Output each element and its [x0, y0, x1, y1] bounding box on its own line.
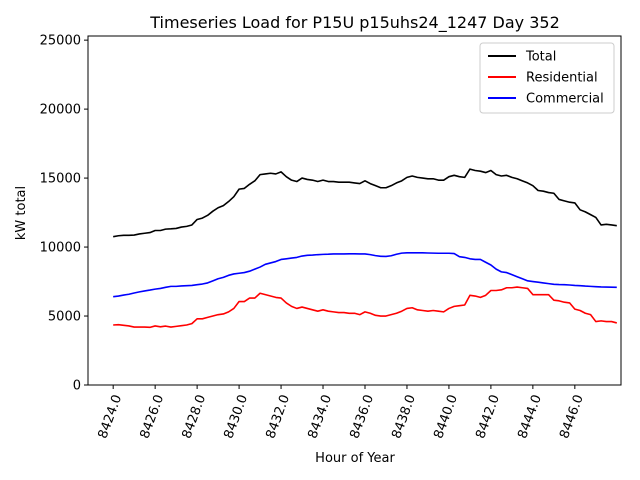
legend: Total Residential Commercial: [479, 42, 615, 114]
y-tick-label: 15000: [40, 172, 81, 187]
legend-label-total: Total: [525, 50, 556, 65]
chart-title: Timeseries Load for P15U p15uhs24_1247 D…: [149, 13, 560, 33]
legend-label-commercial: Commercial: [526, 92, 604, 107]
y-tick-label: 25000: [40, 34, 81, 49]
y-tick-label: 5000: [48, 310, 81, 325]
series-line-residential: [113, 286, 618, 329]
y-axis-label: kW total: [14, 186, 29, 240]
x-axis-label: Hour of Year: [315, 451, 395, 466]
y-tick-label: 0: [73, 379, 81, 394]
legend-label-residential: Residential: [526, 71, 598, 86]
legend-box: [479, 42, 615, 114]
y-axis-ticks: 0 5000 10000 15000 20000 25000: [40, 34, 88, 394]
series-layer: [113, 168, 618, 329]
series-line-commercial: [113, 252, 617, 298]
y-tick-label: 10000: [40, 241, 81, 256]
y-tick-label: 20000: [40, 103, 81, 118]
series-line-total: [113, 168, 617, 238]
